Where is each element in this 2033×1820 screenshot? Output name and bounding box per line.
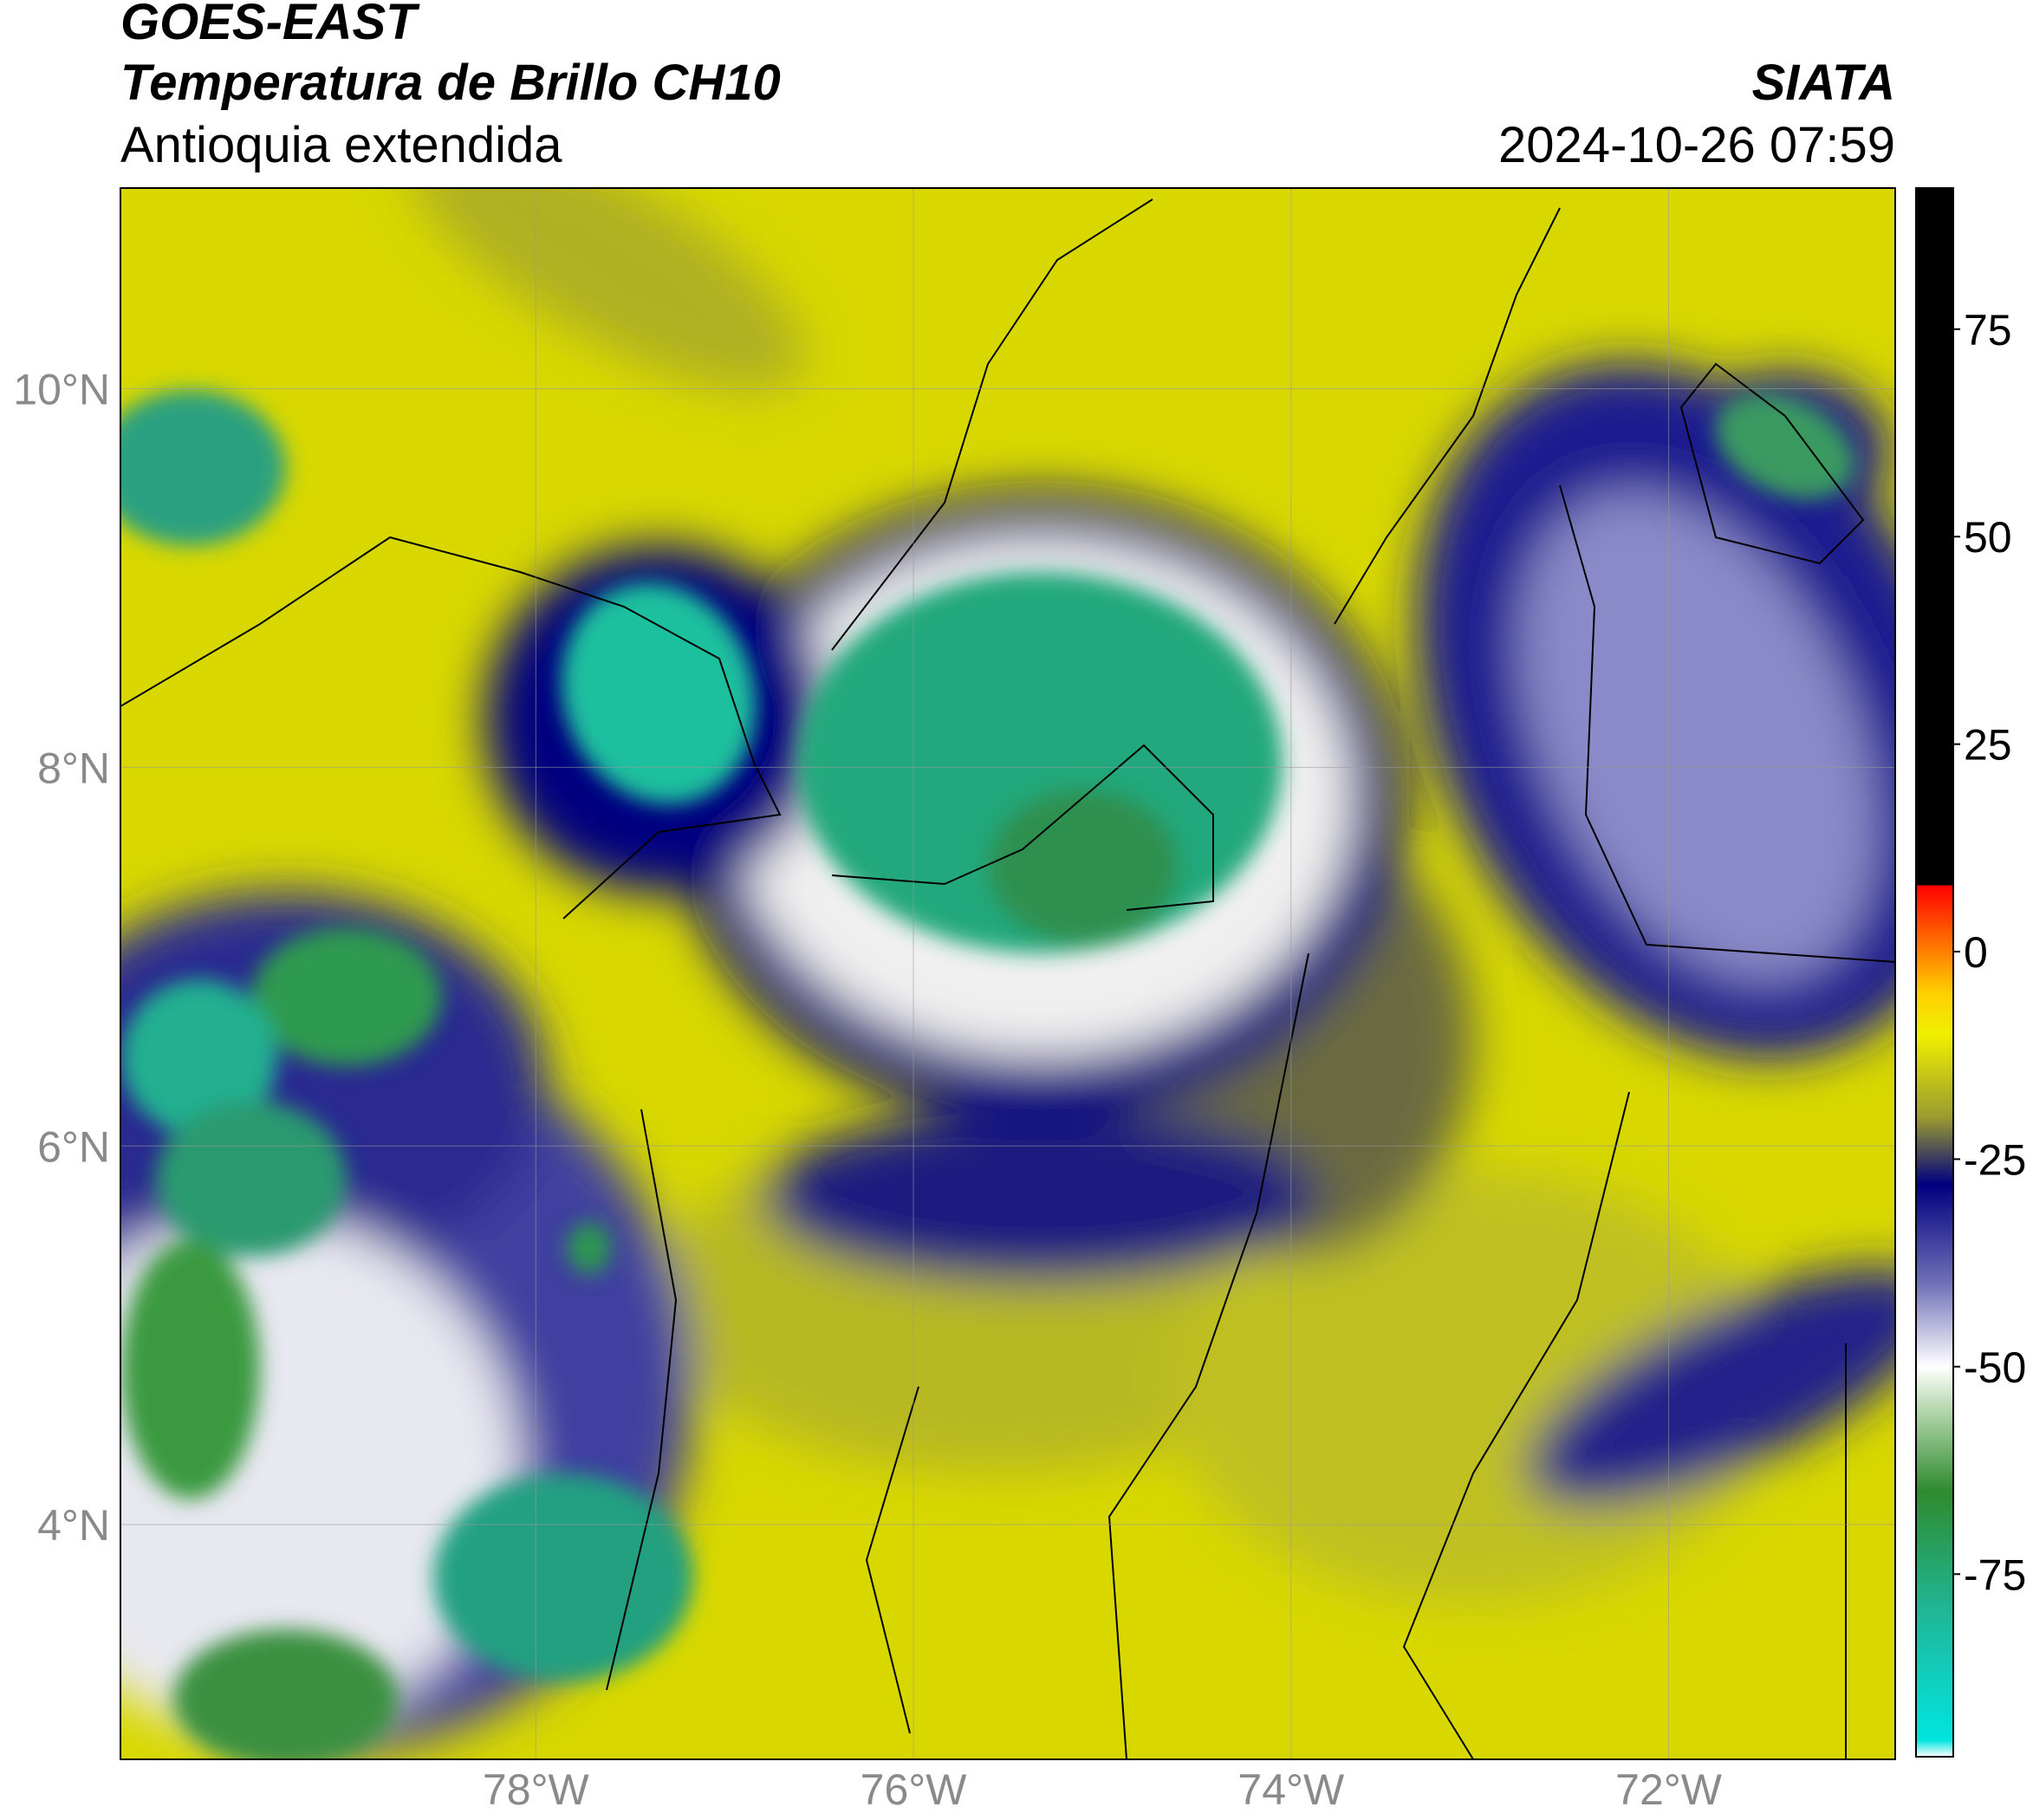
colorbar: 75 50 25 0 -25 -50 -75 — [1915, 187, 2026, 1758]
colorbar-tick-label: 25 — [1964, 721, 2012, 770]
colorbar-tick-label: 50 — [1964, 513, 2012, 562]
y-tick-label: 10°N — [13, 366, 110, 414]
graticule — [120, 188, 1895, 1759]
colorbar-tick-label: -50 — [1964, 1343, 2026, 1392]
y-tick-label: 8°N — [37, 744, 110, 792]
title: GOES-EAST — [120, 0, 420, 50]
satellite-image — [120, 188, 1895, 1759]
borders — [120, 198, 1895, 1759]
x-tick-label: 74°W — [1237, 1765, 1345, 1814]
x-tick-label: 72°W — [1615, 1765, 1723, 1814]
x-tick-label: 76°W — [861, 1765, 968, 1814]
y-tick-label: 6°N — [37, 1122, 110, 1171]
colorbar-tick-label: 0 — [1964, 928, 1988, 977]
y-tick-label: 4°N — [37, 1501, 110, 1550]
subtitle: Temperatura de Brillo CH10 — [120, 55, 781, 111]
x-tick-label: 78°W — [483, 1765, 590, 1814]
colorbar-tick-label: 75 — [1964, 306, 2012, 354]
colorbar-tick-label: -75 — [1964, 1550, 2026, 1599]
timestamp: 2024-10-26 07:59 — [1498, 117, 1895, 173]
colorbar-tick-label: -25 — [1964, 1135, 2026, 1184]
source: SIATA — [1752, 55, 1895, 111]
colorbar-fill — [1915, 187, 1954, 1758]
region: Antioquia extendida — [120, 117, 562, 173]
map-frame — [120, 187, 1896, 1760]
